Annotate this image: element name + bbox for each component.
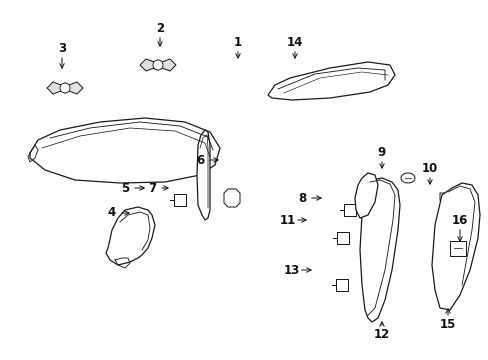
Polygon shape	[106, 207, 155, 265]
Polygon shape	[439, 193, 455, 208]
Polygon shape	[30, 118, 220, 183]
Polygon shape	[449, 241, 465, 256]
Text: 11: 11	[279, 213, 296, 226]
Polygon shape	[224, 189, 240, 207]
Polygon shape	[354, 173, 377, 218]
Circle shape	[153, 60, 163, 70]
Polygon shape	[140, 59, 176, 71]
Polygon shape	[197, 130, 209, 220]
Text: 10: 10	[421, 162, 437, 175]
Text: 1: 1	[233, 36, 242, 49]
Text: 12: 12	[373, 328, 389, 342]
Text: 6: 6	[196, 153, 203, 166]
Text: 14: 14	[286, 36, 303, 49]
Polygon shape	[431, 183, 479, 310]
Polygon shape	[174, 194, 185, 206]
Text: 4: 4	[108, 207, 116, 220]
Polygon shape	[336, 232, 348, 244]
Ellipse shape	[400, 173, 414, 183]
Text: 3: 3	[58, 41, 66, 54]
Polygon shape	[47, 82, 83, 94]
Polygon shape	[267, 62, 394, 100]
Text: 9: 9	[377, 145, 386, 158]
Polygon shape	[343, 204, 355, 216]
Text: 7: 7	[148, 181, 156, 194]
Text: 8: 8	[297, 192, 305, 204]
Polygon shape	[359, 178, 399, 322]
Text: 5: 5	[121, 181, 129, 194]
Polygon shape	[335, 279, 347, 291]
Text: 15: 15	[439, 319, 455, 332]
Text: 13: 13	[284, 264, 300, 276]
Text: 2: 2	[156, 22, 164, 35]
Text: 16: 16	[451, 213, 467, 226]
Circle shape	[60, 83, 70, 93]
